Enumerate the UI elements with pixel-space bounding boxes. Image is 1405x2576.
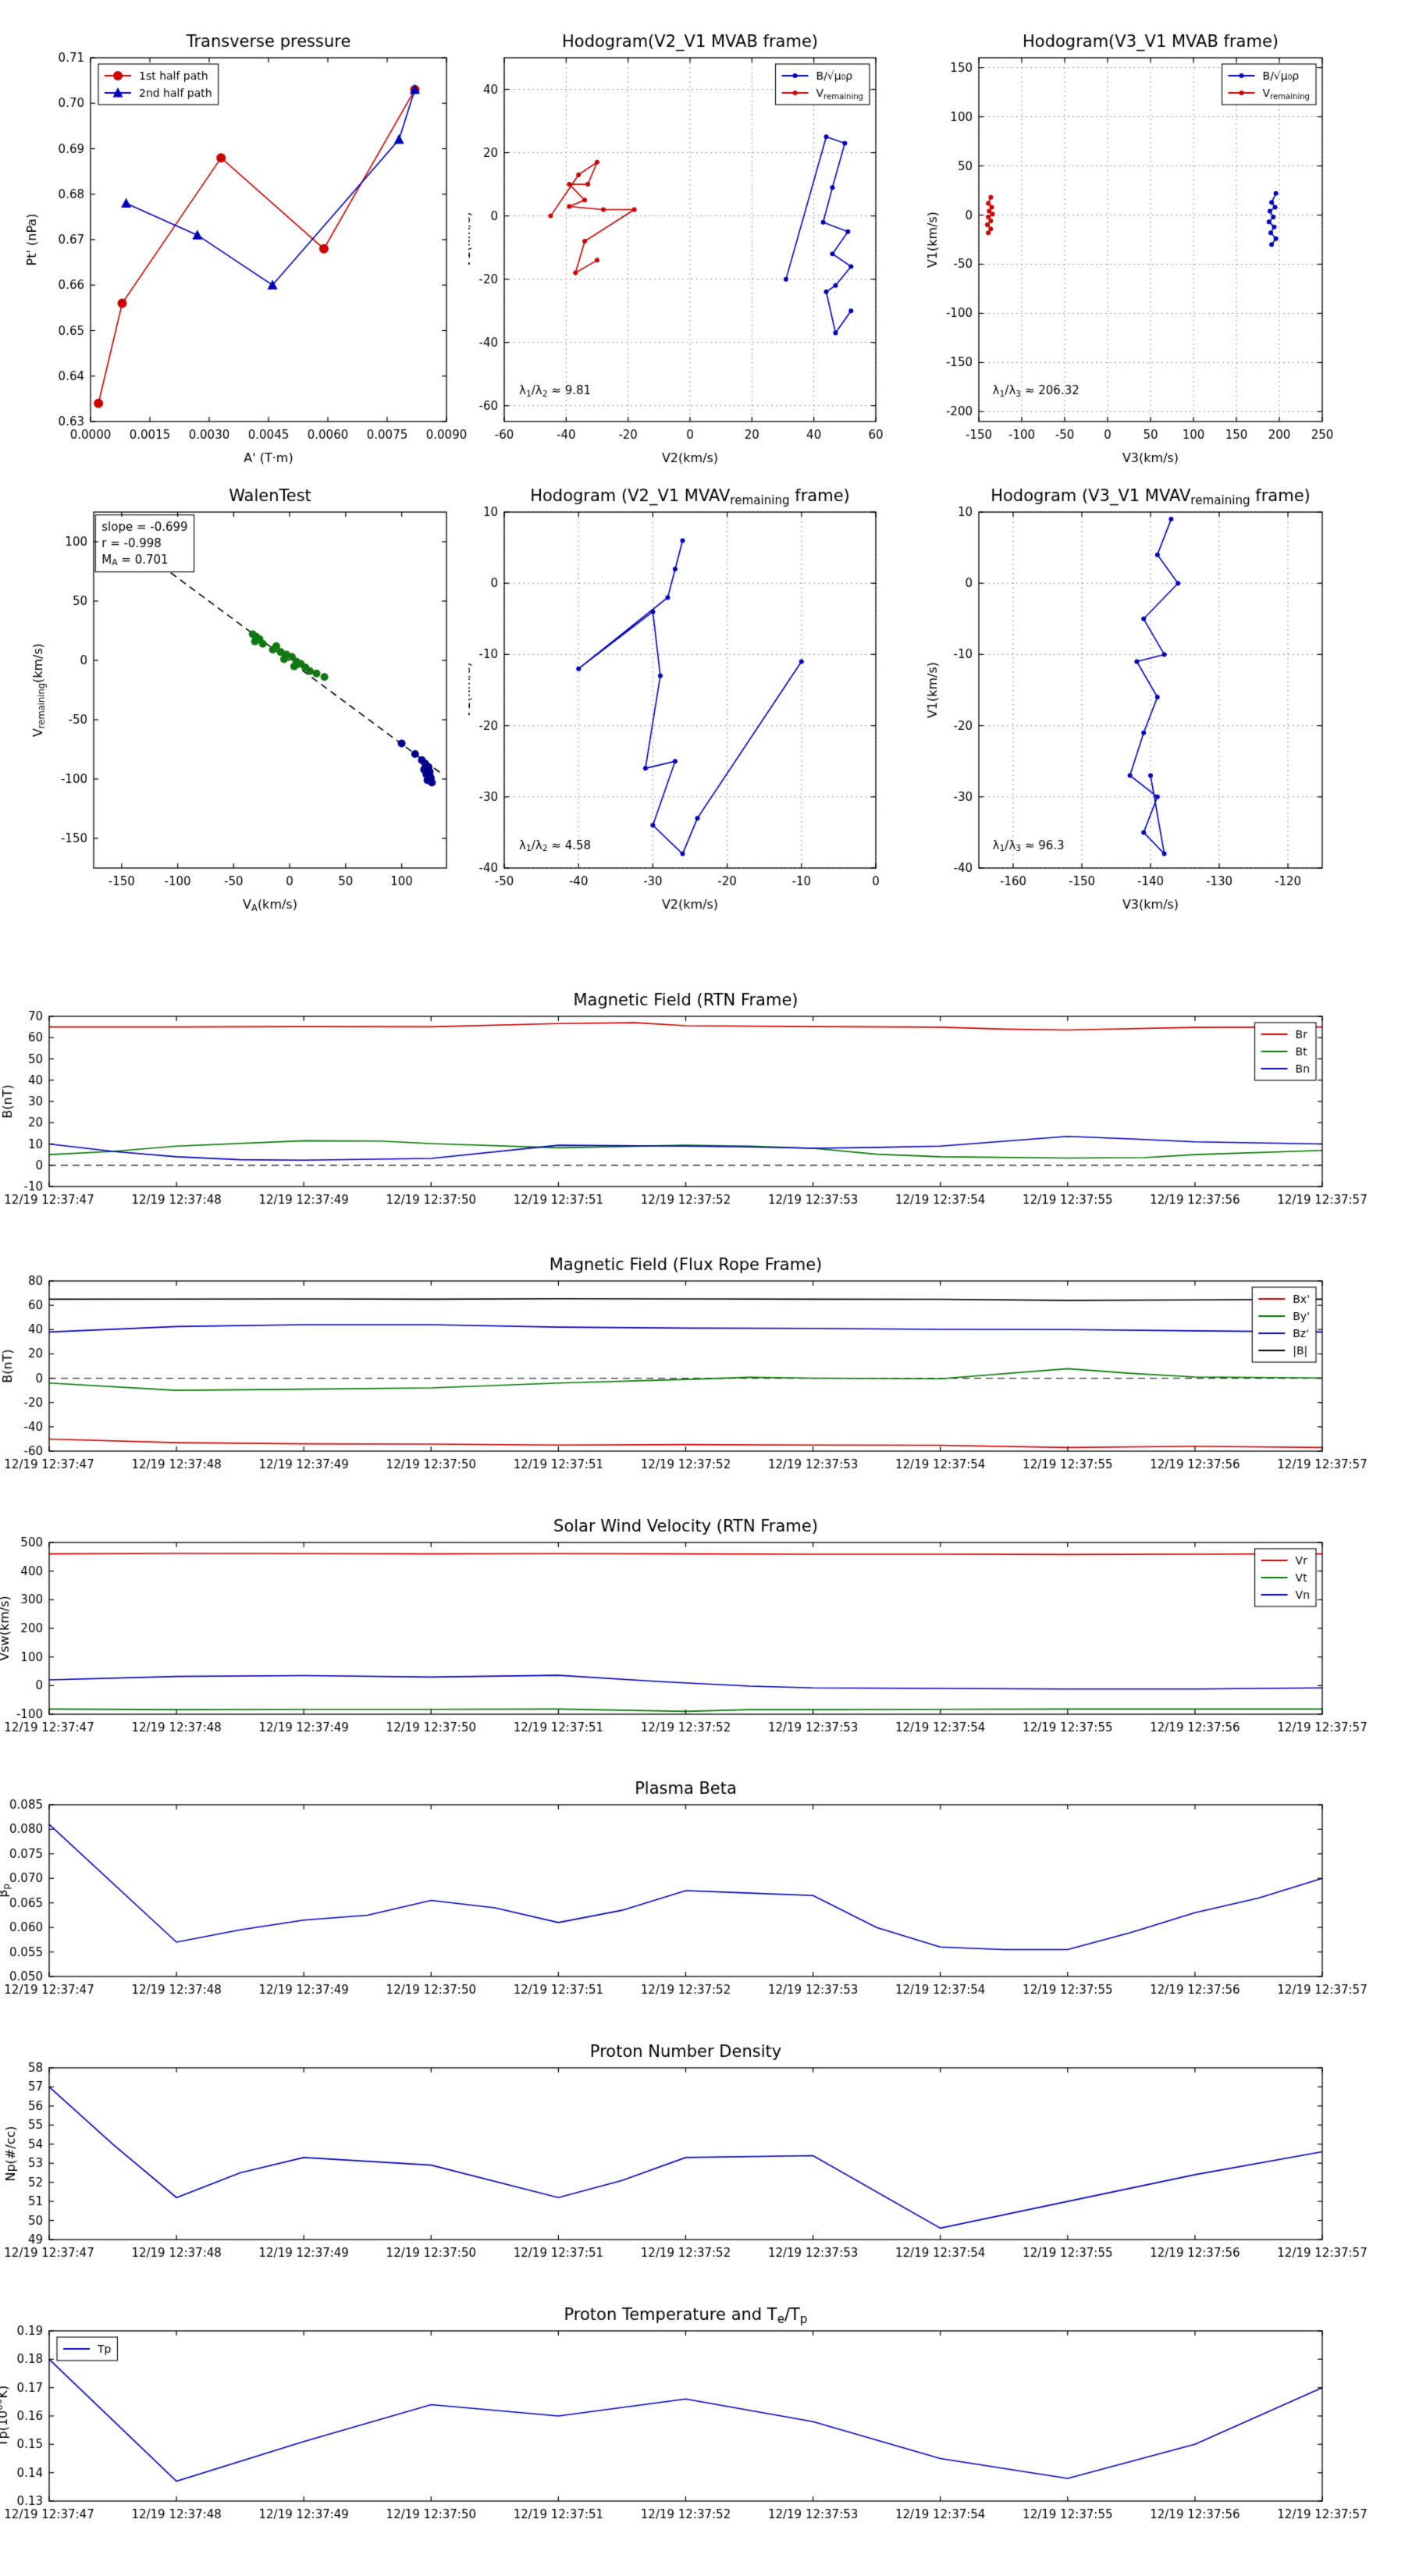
- chart-transverse-pressure: [0, 8, 468, 480]
- chart-hodogram-v3v1-mvav: [905, 480, 1405, 964]
- chart-hodogram-v2v1-mvab: [468, 8, 905, 480]
- hodogram-v2v1-mvav-canvas: [468, 480, 905, 964]
- solar-wind-velocity-canvas: [0, 1494, 1405, 1757]
- chart-proton-temperature: [0, 2283, 1405, 2549]
- hodogram-v3v1-mvav-canvas: [905, 480, 1405, 964]
- mag-field-rtn-canvas: [0, 968, 1405, 1231]
- mag-field-flux-rope-canvas: [0, 1231, 1405, 1494]
- proton-density-canvas: [0, 2020, 1405, 2283]
- hodogram-v2v1-mvab-canvas: [468, 8, 905, 480]
- plasma-beta-canvas: [0, 1757, 1405, 2020]
- proton-temperature-canvas: [0, 2283, 1405, 2549]
- chart-hodogram-v2v1-mvav: [468, 480, 905, 964]
- chart-plasma-beta: [0, 1757, 1405, 2020]
- chart-solar-wind-velocity: [0, 1494, 1405, 1757]
- walen-test-canvas: [0, 480, 468, 964]
- chart-mag-field-flux-rope: [0, 1231, 1405, 1494]
- transverse-pressure-canvas: [0, 8, 468, 480]
- chart-proton-density: [0, 2020, 1405, 2283]
- hodogram-v3v1-mvab-canvas: [905, 8, 1405, 480]
- chart-hodogram-v3v1-mvab: [905, 8, 1405, 480]
- chart-walen-test: [0, 480, 468, 964]
- chart-mag-field-rtn: [0, 968, 1405, 1231]
